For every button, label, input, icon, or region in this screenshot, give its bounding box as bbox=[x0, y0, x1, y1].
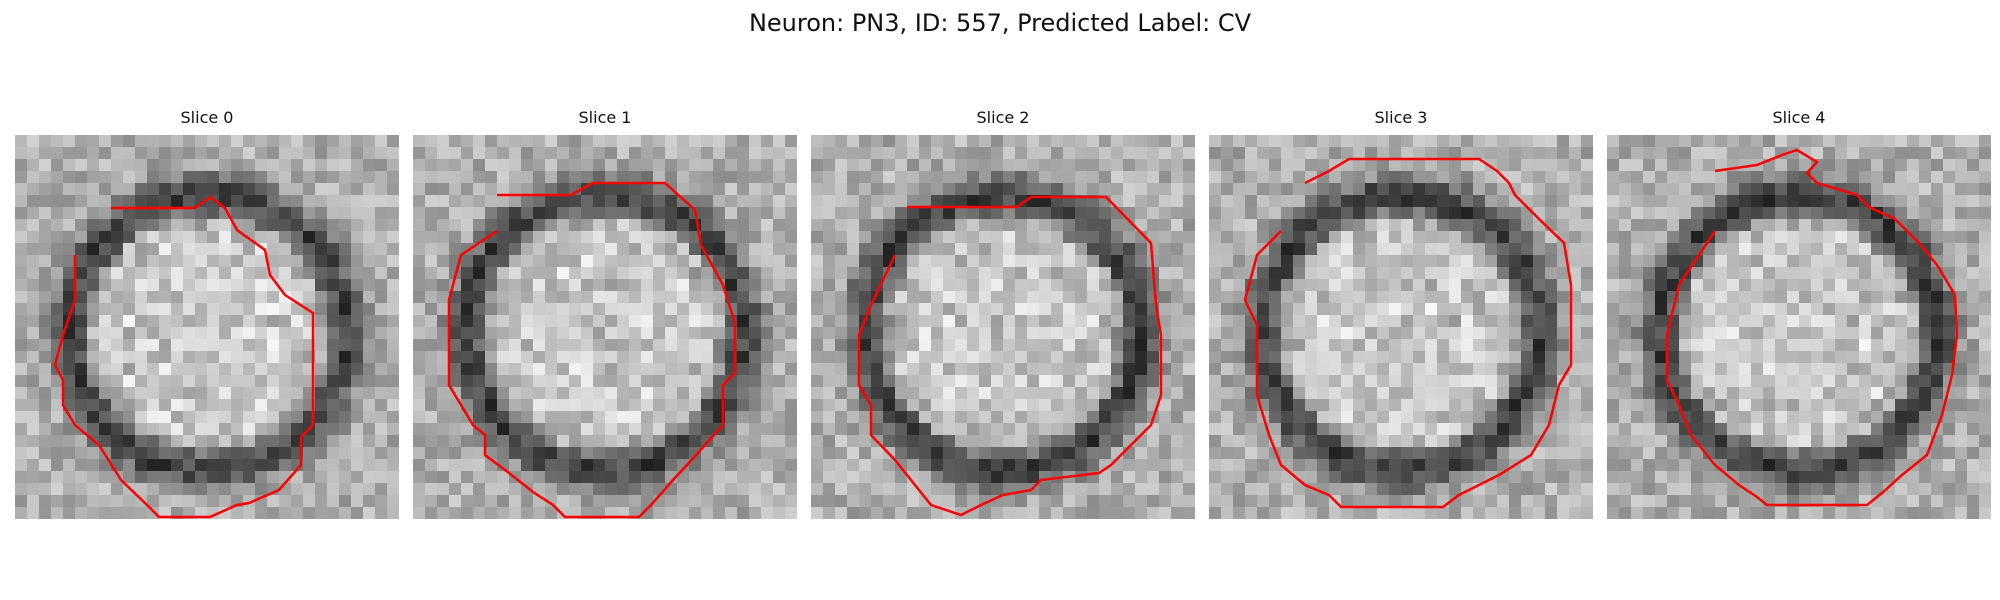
slice-panel-3: Slice 3 bbox=[1209, 108, 1593, 519]
slice-image bbox=[1209, 135, 1593, 519]
slice-panel-2: Slice 2 bbox=[811, 108, 1195, 519]
figure-title: Neuron: PN3, ID: 557, Predicted Label: C… bbox=[748, 9, 1252, 37]
slice-title: Slice 0 bbox=[180, 108, 234, 127]
segmentation-contour-layer bbox=[1243, 157, 1573, 509]
slice-panel-1: Slice 1 bbox=[413, 108, 797, 519]
slice-title: Slice 4 bbox=[1772, 108, 1826, 127]
slice-panel-4: Slice 4 bbox=[1607, 108, 1991, 519]
slice-image bbox=[811, 135, 1195, 519]
segmentation-contour-layer bbox=[857, 195, 1163, 517]
segmentation-contour bbox=[447, 181, 737, 519]
segmentation-contour bbox=[53, 195, 315, 519]
segmentation-contour bbox=[1243, 157, 1573, 509]
slice-image bbox=[15, 135, 399, 519]
segmentation-contour-layer bbox=[447, 181, 737, 519]
segmentation-contour-layer bbox=[53, 195, 315, 519]
microscopy-tile bbox=[811, 135, 1195, 519]
slice-title: Slice 3 bbox=[1374, 108, 1428, 127]
slice-title: Slice 1 bbox=[578, 108, 632, 127]
slice-image bbox=[413, 135, 797, 519]
segmentation-contour-layer bbox=[1665, 148, 1959, 507]
slice-title: Slice 2 bbox=[976, 108, 1030, 127]
segmentation-contour bbox=[1665, 148, 1959, 507]
segmentation-contour bbox=[857, 195, 1163, 517]
microscopy-tile bbox=[413, 135, 797, 519]
slice-image bbox=[1607, 135, 1991, 519]
slice-panel-0: Slice 0 bbox=[15, 108, 399, 519]
